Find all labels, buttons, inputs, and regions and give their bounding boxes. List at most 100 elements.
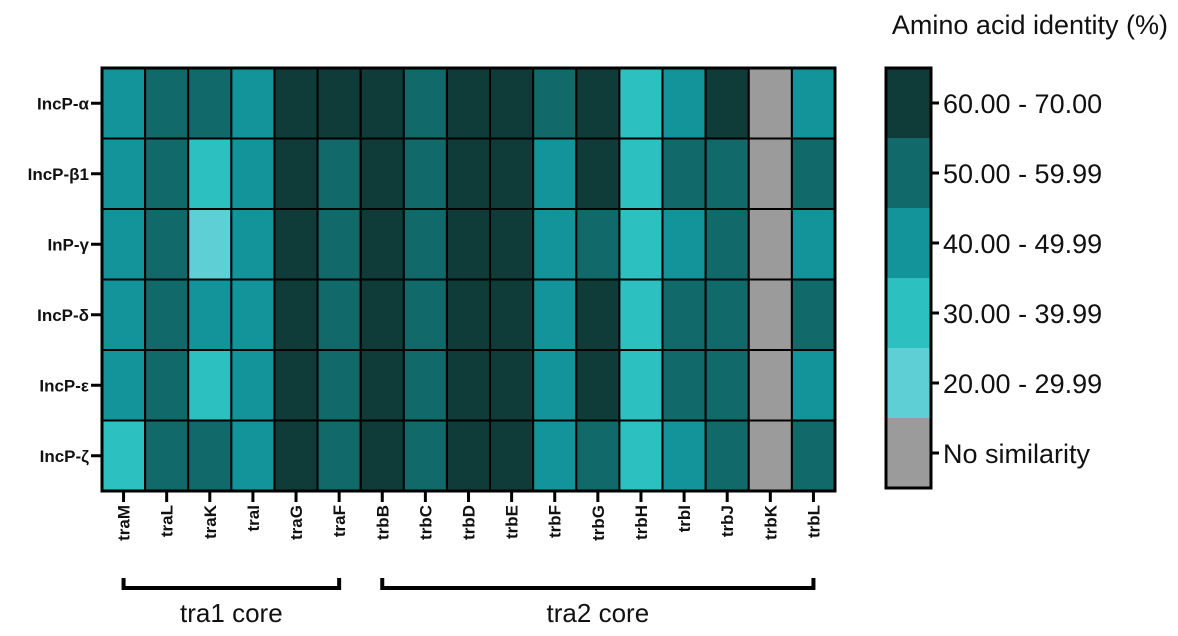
heatmap-cell xyxy=(790,278,836,351)
heatmap-cell xyxy=(532,349,578,422)
heatmap-cell xyxy=(747,278,793,351)
heatmap-cell xyxy=(187,67,233,140)
heatmap-cell xyxy=(618,349,664,422)
heatmap-cell xyxy=(359,208,405,281)
row-label: InP-γ xyxy=(47,235,89,254)
group-label: tra2 core xyxy=(547,598,650,628)
column-label: trbD xyxy=(460,505,479,540)
legend-swatch xyxy=(886,348,931,418)
legend-swatch xyxy=(886,68,931,138)
column-label: trbJ xyxy=(718,505,737,537)
heatmap-cell xyxy=(316,419,362,492)
legend-swatch xyxy=(886,208,931,278)
heatmap-cell xyxy=(359,419,405,492)
heatmap-cell xyxy=(230,67,276,140)
heatmap-cell xyxy=(144,419,190,492)
column-label: traF xyxy=(330,505,349,537)
legend-label: 50.00 - 59.99 xyxy=(943,159,1102,189)
heatmap-cell xyxy=(445,349,492,422)
heatmap-cell xyxy=(402,349,448,422)
column-label: trbL xyxy=(804,505,823,538)
heatmap-cell xyxy=(230,349,276,422)
heatmap-cell xyxy=(187,349,233,422)
heatmap-cell xyxy=(618,278,664,351)
heatmap-cell xyxy=(532,208,578,281)
legend-label: 30.00 - 39.99 xyxy=(943,299,1102,329)
column-label: traI xyxy=(244,505,263,531)
column-label: trbB xyxy=(373,505,392,540)
heatmap-cell xyxy=(273,419,319,492)
heatmap-cell xyxy=(489,208,535,281)
heatmap-cell xyxy=(661,67,707,140)
heatmap-cell xyxy=(445,137,492,210)
heatmap-cell xyxy=(747,67,793,140)
legend-items: 60.00 - 70.00 50.00 - 59.99 40.00 - 49.99 3… xyxy=(884,66,1102,490)
heatmap-cell xyxy=(144,137,190,210)
heatmap-cell xyxy=(661,208,707,281)
legend-label: 60.00 - 70.00 xyxy=(943,89,1102,119)
heatmap-cell xyxy=(661,419,707,492)
heatmap-cell xyxy=(618,67,664,140)
heatmap-cell xyxy=(445,419,492,492)
heatmap-cell xyxy=(101,67,147,140)
legend-label: 20.00 - 29.99 xyxy=(943,369,1102,399)
heatmap-cell xyxy=(704,419,750,492)
heatmap-cell xyxy=(144,349,190,422)
heatmap-cell xyxy=(230,278,276,351)
column-label: traK xyxy=(201,504,220,539)
heatmap-cell xyxy=(230,419,276,492)
legend-frame xyxy=(884,66,933,490)
heatmap-cells xyxy=(101,67,836,492)
column-label: trbK xyxy=(761,504,780,540)
heatmap-cell xyxy=(790,349,836,422)
heatmap-cell xyxy=(489,137,535,210)
heatmap-cell xyxy=(359,137,405,210)
legend-label: 40.00 - 49.99 xyxy=(943,229,1102,259)
heatmap-cell xyxy=(402,278,448,351)
heatmap-cell xyxy=(575,137,621,210)
heatmap-cell xyxy=(704,67,750,140)
row-labels: IncP-α IncP-β1 InP-γ IncP-δ IncP-ε IncP-ζ xyxy=(28,94,102,466)
heatmap-cell xyxy=(489,278,535,351)
heatmap-cell xyxy=(532,419,578,492)
column-label: trbC xyxy=(416,505,435,540)
heatmap-cell xyxy=(230,208,276,281)
heatmap-cell xyxy=(316,278,362,351)
heatmap-cell xyxy=(316,67,362,140)
group-bracket xyxy=(121,578,342,590)
heatmap-cell xyxy=(101,208,147,281)
column-label: traL xyxy=(158,505,177,537)
heatmap-cell xyxy=(790,208,836,281)
heatmap-cell xyxy=(489,349,535,422)
heatmap-cell xyxy=(747,137,793,210)
row-label: IncP-α xyxy=(37,94,90,113)
heatmap-cell xyxy=(402,419,448,492)
row-label: IncP-ζ xyxy=(40,447,90,466)
heatmap-cell xyxy=(273,349,319,422)
row-label: IncP-δ xyxy=(37,306,89,325)
group-bracket xyxy=(380,578,816,590)
heatmap-cell xyxy=(704,137,750,210)
legend: Amino acid identity (%) 60.00 - 70.00 50.… xyxy=(884,10,1168,490)
heatmap-cell xyxy=(747,419,793,492)
heatmap-cell xyxy=(575,278,621,351)
heatmap-cell xyxy=(144,208,190,281)
heatmap-cell xyxy=(532,278,578,351)
heatmap-cell xyxy=(187,208,233,281)
heatmap-cell xyxy=(273,208,319,281)
heatmap-cell xyxy=(532,137,578,210)
heatmap-cell xyxy=(273,278,319,351)
column-label: trbI xyxy=(675,505,694,532)
heatmap-cell xyxy=(101,419,147,492)
heatmap-cell xyxy=(575,208,621,281)
column-label: traG xyxy=(287,505,306,540)
heatmap-cell xyxy=(575,419,621,492)
row-label: IncP-β1 xyxy=(28,165,89,184)
heatmap-cell xyxy=(618,419,664,492)
heatmap-cell xyxy=(445,67,492,140)
heatmap-cell xyxy=(402,137,448,210)
heatmap-cell xyxy=(661,278,707,351)
heatmap-cell xyxy=(790,67,836,140)
column-label: traM xyxy=(115,505,134,541)
